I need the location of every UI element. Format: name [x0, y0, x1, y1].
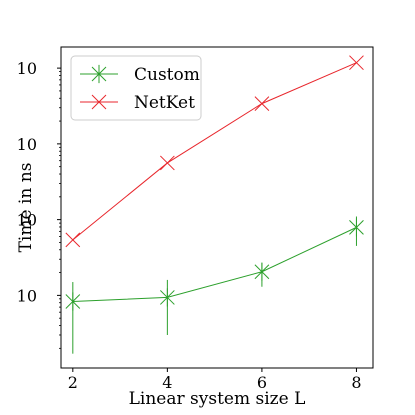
x-axis-label: Linear system size L: [129, 389, 306, 409]
data-point: [160, 155, 175, 171]
data-point: [65, 292, 81, 311]
legend-label: Custom: [134, 65, 200, 85]
x-tick-label: 4: [162, 373, 172, 392]
y-tick-label: 10: [17, 286, 37, 305]
legend-marker: [91, 64, 107, 84]
legend-item-netket: NetKet: [80, 93, 195, 113]
y-tick-base: 10: [17, 135, 37, 154]
legend-item-custom: Custom: [80, 64, 200, 85]
series-layer: [65, 55, 364, 354]
y-axis-ticks: 106107108109: [17, 59, 61, 349]
y-tick-base: 10: [17, 211, 37, 230]
plot-frame: [60, 46, 374, 369]
series-netket: [65, 55, 364, 248]
data-point: [349, 55, 364, 71]
x-tick-label: 2: [68, 373, 78, 392]
data-point: [65, 232, 81, 248]
y-axis-label: Time in ns: [16, 163, 36, 253]
legend-box: [70, 55, 202, 121]
x-tick-label: 6: [257, 373, 267, 392]
y-tick-base: 10: [17, 286, 37, 305]
data-point: [349, 218, 364, 237]
series-custom: [65, 216, 364, 354]
data-point: [254, 96, 270, 111]
y-tick-label: 10: [17, 211, 37, 230]
x-tick-label: 8: [351, 373, 361, 392]
x-axis-ticks: 2 4 6 8: [68, 368, 362, 392]
y-tick-label: 10: [17, 135, 37, 154]
y-tick-label: 10: [17, 59, 37, 78]
series-line: [72, 62, 357, 241]
legend-label: NetKet: [134, 93, 195, 113]
data-point: [160, 288, 175, 307]
y-tick-base: 10: [17, 59, 37, 78]
series-line: [72, 226, 357, 303]
data-point: [254, 262, 270, 281]
legend-marker: [91, 94, 107, 110]
legend: Custom NetKet: [70, 55, 202, 121]
